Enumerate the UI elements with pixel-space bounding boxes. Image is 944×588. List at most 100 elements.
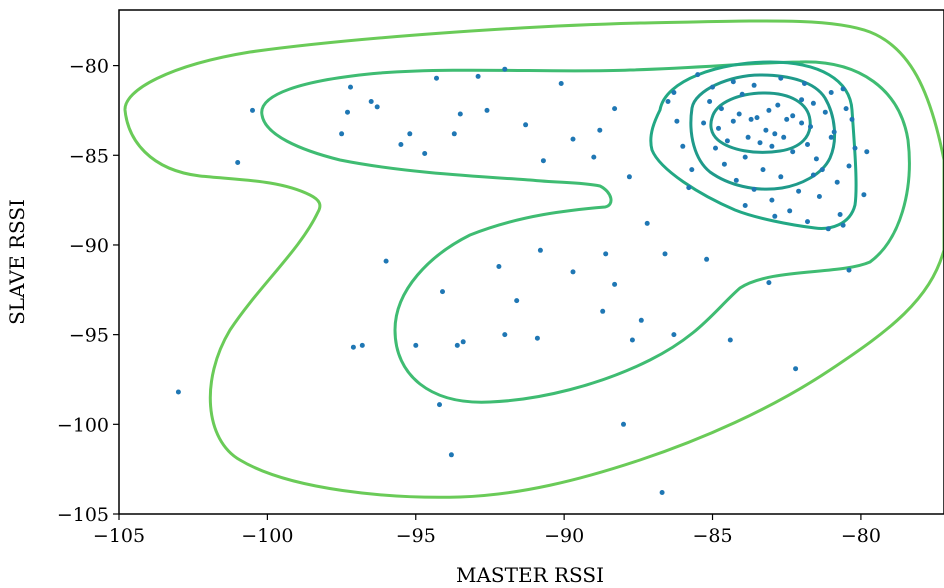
data-point (345, 109, 350, 115)
data-point (434, 75, 439, 81)
data-point (825, 226, 831, 232)
data-point (864, 149, 870, 155)
y-tick-label: −100 (57, 414, 109, 436)
data-point (751, 82, 757, 88)
x-tick-label: −105 (93, 525, 145, 547)
data-point (502, 332, 508, 338)
data-point (523, 122, 529, 128)
data-point (496, 264, 502, 269)
data-point (710, 84, 715, 90)
data-point (766, 280, 772, 286)
contour-core-1 (689, 73, 836, 191)
data-point (808, 124, 813, 130)
data-point (383, 258, 389, 264)
data-point (742, 203, 748, 208)
data-point (603, 251, 609, 257)
x-axis-ticks: −105 −100 −95 −90 −85 −80 (93, 514, 881, 547)
data-point (348, 84, 353, 90)
data-point (781, 134, 787, 140)
data-point (796, 188, 802, 194)
contours (123, 19, 944, 499)
data-point (570, 136, 576, 142)
data-point (784, 116, 790, 122)
data-point (837, 212, 843, 217)
data-point (680, 143, 686, 149)
data-point (713, 145, 718, 151)
data-point (810, 100, 816, 106)
data-point (769, 143, 775, 149)
data-point (460, 339, 466, 345)
data-point (733, 177, 739, 183)
data-point (621, 421, 626, 427)
data-point (840, 222, 846, 228)
data-point (707, 99, 713, 104)
data-point (704, 256, 710, 262)
data-point (671, 332, 677, 338)
data-point (861, 192, 867, 198)
data-point (760, 167, 766, 173)
data-point (739, 91, 745, 97)
data-point (843, 106, 849, 112)
contour-core-2 (709, 91, 812, 154)
data-point (629, 337, 635, 343)
data-point (757, 140, 763, 146)
data-point (422, 151, 428, 156)
data-point (484, 107, 490, 113)
data-point (686, 185, 692, 191)
data-point (766, 107, 772, 113)
data-point (570, 269, 576, 275)
contour-mid (260, 60, 911, 404)
data-point (846, 267, 852, 273)
data-point (514, 298, 520, 304)
data-point (769, 197, 775, 203)
data-point (638, 317, 644, 323)
y-tick-label: −85 (69, 145, 109, 167)
data-point (846, 163, 852, 169)
data-point (475, 73, 481, 79)
data-point (822, 109, 828, 115)
data-point (235, 160, 241, 165)
data-point (448, 452, 454, 458)
data-point (787, 208, 793, 214)
data-point (451, 131, 457, 137)
data-point (350, 344, 356, 350)
data-point (730, 118, 736, 124)
data-point (805, 142, 810, 147)
y-tick-label: −105 (57, 504, 109, 526)
data-point (454, 342, 460, 348)
data-point (849, 116, 855, 122)
x-tick-label: −80 (841, 525, 881, 547)
data-point (540, 158, 546, 164)
data-point (591, 154, 597, 160)
data-point (763, 127, 769, 133)
data-point (721, 161, 727, 167)
data-point (793, 366, 799, 372)
plot-frame (118, 9, 944, 515)
y-tick-label: −90 (69, 235, 109, 257)
data-point (644, 220, 650, 226)
data-point (778, 174, 784, 180)
data-point (659, 490, 665, 495)
data-point (790, 113, 796, 119)
y-tick-label: −80 (69, 56, 109, 78)
data-point (612, 106, 618, 112)
data-point (748, 116, 754, 122)
data-point (440, 289, 445, 295)
data-point (828, 134, 834, 140)
data-point (813, 156, 819, 162)
data-point (537, 247, 543, 253)
data-point (359, 342, 365, 348)
data-point (437, 402, 442, 408)
data-point (718, 106, 724, 112)
data-point (778, 75, 784, 81)
x-tick-label: −95 (396, 525, 436, 547)
data-point (819, 167, 825, 173)
data-point (840, 86, 846, 92)
y-tick-label: −95 (69, 325, 109, 347)
data-point (799, 120, 805, 126)
data-point (736, 111, 742, 117)
data-point (665, 99, 671, 104)
data-point (805, 219, 810, 225)
x-tick-label: −100 (241, 525, 293, 547)
data-point (695, 72, 701, 78)
